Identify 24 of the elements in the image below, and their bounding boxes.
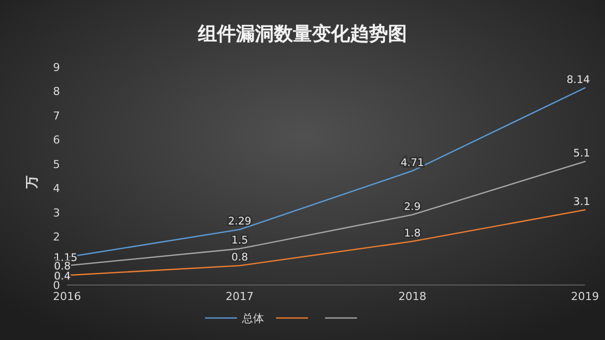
data-label: 2.29: [228, 216, 252, 228]
chart-title: 组件漏洞数量变化趋势图: [197, 23, 407, 45]
data-label: 2.9: [404, 200, 421, 213]
y-axis-title: 万: [25, 176, 40, 190]
x-tick-label: 2018: [398, 290, 426, 303]
y-tick-label: 5: [53, 158, 60, 171]
legend-label: 总体: [241, 312, 264, 325]
data-label: 8.14: [566, 74, 590, 86]
data-label: 5.1: [573, 147, 590, 160]
y-tick-label: 9: [53, 61, 60, 74]
data-label: 3.1: [573, 196, 590, 208]
y-tick-label: 4: [53, 182, 60, 196]
x-tick-label: 2019: [571, 290, 599, 303]
data-label: 1.5: [231, 234, 248, 247]
data-label: 1.8: [404, 227, 421, 240]
x-tick-label: 2017: [226, 290, 254, 303]
data-label: 0.8: [231, 252, 248, 264]
x-tick-label: 2016: [53, 290, 81, 303]
y-tick-label: 3: [53, 206, 60, 220]
data-label: 4.71: [400, 156, 424, 169]
y-tick-label: 8: [53, 85, 60, 98]
y-tick-label: 2: [53, 230, 60, 244]
y-tick-label: 6: [53, 134, 60, 147]
y-tick-label: 7: [53, 109, 60, 122]
